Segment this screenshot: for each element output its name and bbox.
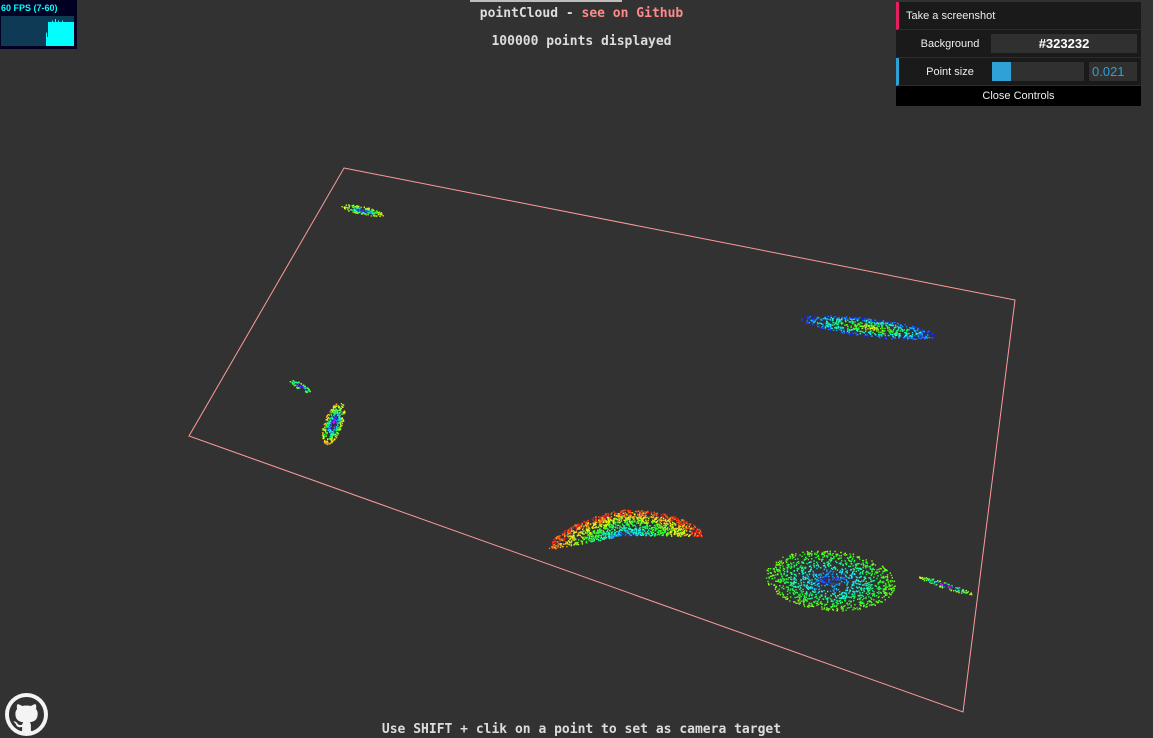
fps-graph — [1, 16, 74, 46]
github-octocat-icon — [9, 697, 44, 732]
cluster-bottom-right — [765, 550, 896, 612]
app-title: pointCloud - — [479, 6, 574, 21]
cluster-right-wedge — [801, 315, 935, 341]
point-size-label: Point size — [926, 66, 974, 78]
cluster-left-blob — [321, 403, 346, 446]
close-controls-button[interactable]: Close Controls — [896, 86, 1141, 106]
points-count: 100000 points displayed — [491, 34, 672, 49]
github-link[interactable]: see on Github — [581, 6, 684, 21]
fps-stats-panel[interactable]: 60 FPS (7-60) — [0, 0, 77, 49]
point-clusters — [289, 204, 973, 612]
cluster-small-left — [289, 379, 311, 394]
cluster-top-left — [341, 204, 384, 218]
controls-panel: Take a screenshot Background #323232 Poi… — [896, 2, 1141, 106]
fps-graph-bars — [46, 19, 74, 46]
cluster-tail — [919, 576, 973, 596]
github-corner-button[interactable] — [5, 693, 48, 736]
point-size-input[interactable]: 0.021 — [1089, 62, 1137, 81]
background-color-picker[interactable]: #323232 — [991, 34, 1137, 53]
point-size-slider[interactable] — [992, 62, 1084, 81]
fps-label: 60 FPS (7-60) — [1, 3, 58, 13]
bounding-box — [188, 167, 1016, 713]
cluster-bottom-arch — [548, 509, 703, 550]
top-edge-highlight — [470, 0, 622, 2]
title-line: pointCloud - see on Github — [0, 7, 1153, 21]
camera-hint: Use SHIFT + clik on a point to set as ca… — [381, 722, 782, 737]
screenshot-label: Take a screenshot — [906, 10, 996, 22]
screenshot-button[interactable]: Take a screenshot — [896, 2, 1141, 30]
point-size-control: Point size 0.021 — [896, 58, 1141, 86]
background-label: Background — [920, 38, 980, 50]
point-size-slider-fill — [992, 62, 1012, 81]
header-info: pointCloud - see on Github 100000 points… — [0, 7, 1153, 49]
background-control: Background #323232 — [896, 30, 1141, 58]
